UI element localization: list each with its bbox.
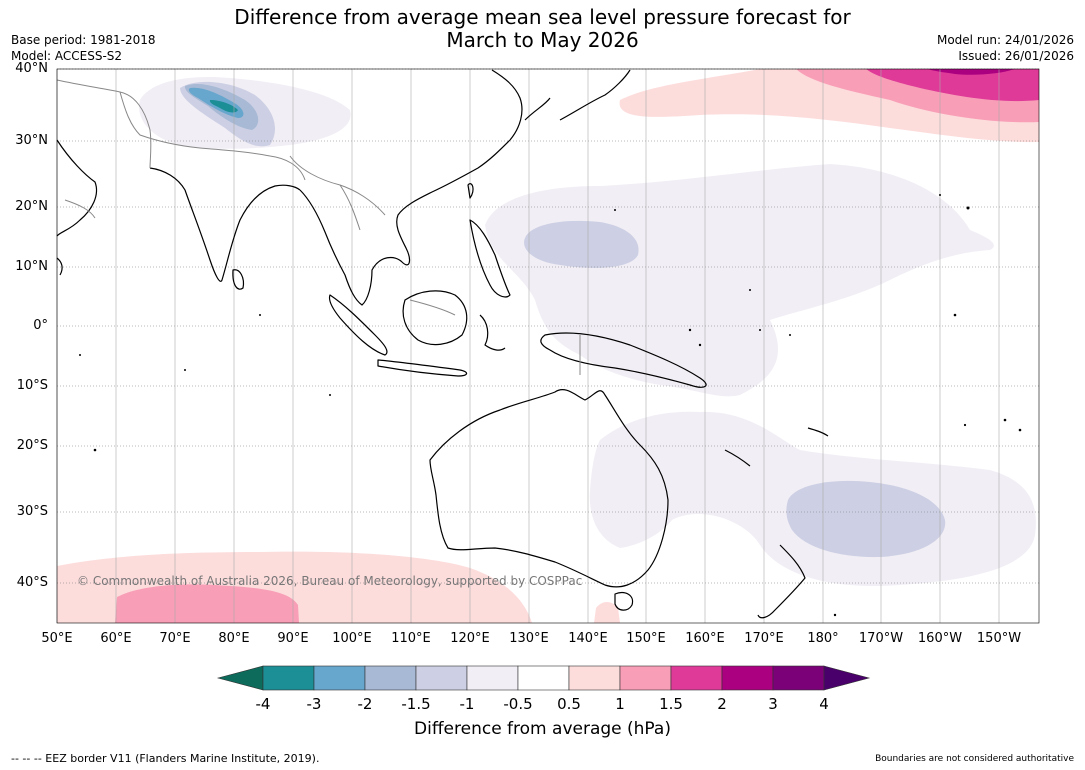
colorbar-bin-11 — [772, 665, 825, 691]
colorbar-tick: -0.5 — [503, 695, 533, 713]
colorbar-tick: 1.5 — [659, 695, 683, 713]
lat-label: 30°N — [15, 133, 48, 148]
colorbar-tick: 1 — [615, 695, 625, 713]
lat-label: 10°N — [15, 259, 48, 274]
pacific-islands — [79, 194, 1022, 617]
coast-newguinea — [540, 332, 707, 388]
coast-sumatra — [328, 294, 388, 356]
colorbar-tick: 2 — [717, 695, 727, 713]
meta-left: Base period: 1981-2018 Model: ACCESS-S2 — [11, 32, 156, 64]
map-title-line2: March to May 2026 — [446, 28, 639, 52]
coast-china — [491, 69, 523, 141]
coast-japan — [559, 69, 631, 121]
colorbar-tick: 0.5 — [557, 695, 581, 713]
colorbar-bin-4 — [415, 665, 468, 691]
lat-label: 40°S — [16, 575, 48, 590]
lon-label: 170°W — [858, 631, 904, 646]
colorbar-extend-low — [216, 665, 264, 691]
eez-footnote: -- -- -- EEZ border V11 (Flanders Marine… — [11, 752, 320, 765]
lat-label: 0° — [33, 318, 48, 333]
model-run: Model run: 24/01/2026 — [936, 33, 1074, 47]
coast-arabia — [56, 139, 98, 237]
colorbar-bin-5 — [466, 665, 519, 691]
lat-label: 20°S — [16, 438, 48, 453]
anomaly-ne-2-3 — [928, 69, 1015, 75]
colorbar-tick: -4 — [255, 695, 271, 713]
colorbar-tick: -3 — [306, 695, 322, 713]
lon-label: 90°E — [277, 631, 309, 646]
lon-label: 50°E — [41, 631, 73, 646]
lon-label: 130°E — [509, 631, 549, 646]
colorbar-bin-6 — [517, 665, 570, 691]
lon-label: 160°E — [685, 631, 725, 646]
coast-indochina — [299, 139, 511, 306]
colorbar-tick: 4 — [819, 695, 829, 713]
lon-label: 150°W — [976, 631, 1022, 646]
coast-australia — [429, 388, 669, 588]
anomaly-ne-1.5-2 — [866, 69, 1039, 102]
coast-philippines — [469, 219, 511, 298]
colorbar-bin-9 — [670, 665, 723, 691]
coast-sulawesi — [479, 314, 506, 351]
lon-label: 180° — [807, 631, 839, 646]
lon-label: 100°E — [332, 631, 372, 646]
lon-label: 150°E — [626, 631, 666, 646]
anomaly-himalaya-neg-3-4 — [209, 100, 238, 113]
coast-srilanka — [232, 269, 245, 290]
lon-label: 120°E — [450, 631, 490, 646]
lon-label: 170°E — [744, 631, 784, 646]
colorbar-extend-high — [823, 665, 871, 691]
coast-newzealand — [757, 544, 806, 619]
lon-label: 70°E — [159, 631, 191, 646]
colorbar-bin-7 — [568, 665, 621, 691]
anomaly-pacific-neg-1-1.5 — [524, 220, 639, 268]
model-name: Model: ACCESS-S2 — [11, 49, 123, 63]
colorbar-tick: -2 — [357, 695, 373, 713]
coast-taiwan — [467, 183, 474, 199]
anomaly-sw-1-1.5 — [115, 584, 299, 623]
colorbar-bin-8 — [619, 665, 672, 691]
issued-date: Issued: 26/01/2026 — [958, 49, 1074, 63]
lat-label: 10°S — [16, 378, 48, 393]
coast-newcaledonia — [724, 449, 751, 467]
country-borders — [56, 79, 581, 375]
lon-label: 140°E — [568, 631, 608, 646]
colorbar-tick: 3 — [768, 695, 778, 713]
colorbar-bin-2 — [313, 665, 366, 691]
anomaly-fields — [57, 69, 1039, 623]
coast-borneo — [402, 290, 468, 346]
meta-right: Model run: 24/01/2026 Issued: 26/01/2026 — [937, 32, 1074, 64]
coast-java — [377, 359, 468, 377]
anomaly-pacific-neg-0.5-1 — [485, 164, 994, 397]
colorbar-tick: -1 — [459, 695, 475, 713]
anomaly-se-small-pos — [594, 602, 620, 623]
colorbar-bin-1 — [262, 665, 315, 691]
map-frame — [56, 68, 1040, 624]
coast-fiji — [807, 427, 829, 437]
coast-africa-horn — [56, 257, 63, 276]
colorbar-title: Difference from average (hPa) — [414, 719, 671, 739]
lon-label: 80°E — [218, 631, 250, 646]
anomaly-aus-neg-1-1.5 — [786, 480, 946, 558]
lon-label: 110°E — [391, 631, 431, 646]
colorbar-bin-3 — [364, 665, 417, 691]
coast-tasmania — [614, 592, 634, 611]
colorbar-bin-10 — [721, 665, 774, 691]
lat-label: 20°N — [15, 199, 48, 214]
coast-korea — [524, 97, 551, 121]
lon-label: 160°W — [917, 631, 963, 646]
colorbar-tick: -1.5 — [401, 695, 431, 713]
base-period: Base period: 1981-2018 — [11, 33, 156, 47]
copyright-notice: © Commonwealth of Australia 2026, Bureau… — [77, 574, 583, 588]
lon-label: 60°E — [100, 631, 132, 646]
colorbar — [216, 665, 871, 691]
boundaries-disclaimer: Boundaries are not considered authoritat… — [875, 754, 1074, 764]
coastlines — [56, 69, 829, 619]
map-title-line1: Difference from average mean sea level p… — [234, 5, 851, 29]
coast-india — [149, 167, 301, 282]
lat-label: 40°N — [15, 61, 48, 76]
lat-label: 30°S — [16, 504, 48, 519]
